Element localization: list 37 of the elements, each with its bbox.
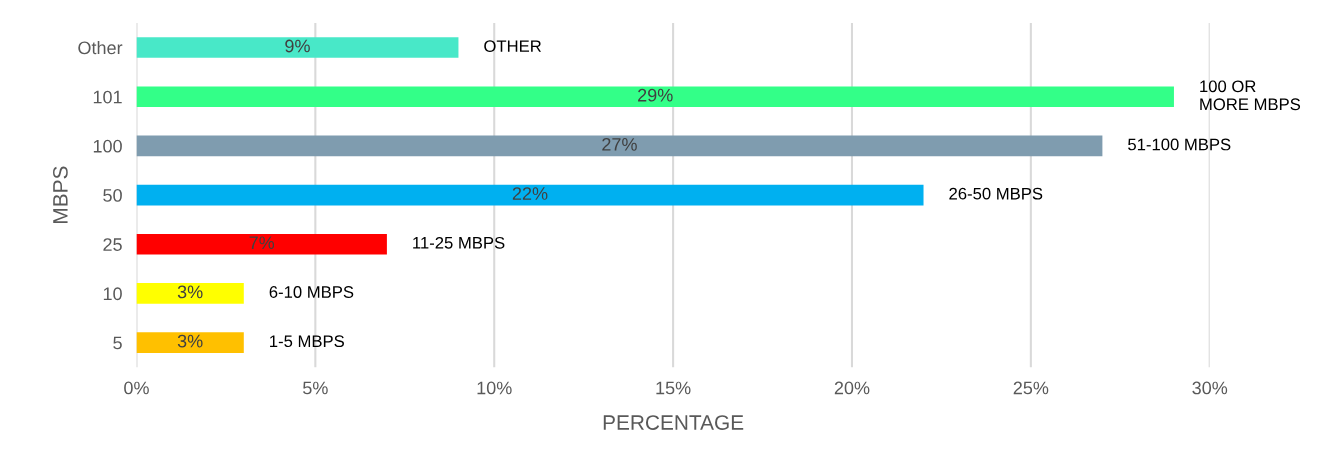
bar (136, 86, 1174, 108)
x-tick-label: 10% (477, 381, 512, 395)
x-tick-label: 20% (834, 381, 870, 395)
annotation: 100 OR MORE MBPS (1200, 80, 1301, 111)
x-tick-label: 30% (1192, 381, 1228, 395)
y-tick-label: Other (78, 41, 123, 55)
y-tick-label: 5 (113, 336, 122, 350)
annotation: 6-10 MBPS (269, 286, 354, 298)
annotation: 11-25 MBPS (413, 236, 505, 249)
data-label: 3% (177, 334, 203, 348)
data-label: 29% (638, 88, 673, 102)
bar (136, 135, 1103, 157)
y-tick-label: 101 (93, 90, 122, 104)
bar (136, 332, 244, 353)
data-label: 9% (285, 39, 310, 53)
data-label: 3% (177, 285, 203, 299)
x-axis-title: PERCENTAGE (603, 415, 744, 430)
y-axis-title: MBPS (53, 166, 68, 223)
y-tick-label: 25 (103, 238, 122, 251)
x-tick-label: 15% (656, 381, 691, 395)
annotation: 1-5 MBPS (270, 335, 344, 348)
annotation: 26-50 MBPS (949, 187, 1043, 200)
data-label: 22% (512, 187, 548, 200)
annotation: 51-100 MBPS (1128, 138, 1231, 151)
data-label: 27% (602, 137, 637, 151)
annotation: OTHER (484, 40, 542, 53)
x-tick-label: 25% (1013, 381, 1049, 395)
x-tick-label: 0% (124, 381, 149, 395)
y-tick-label: 100 (93, 139, 122, 153)
bar (136, 184, 924, 206)
data-label: 7% (249, 236, 275, 250)
y-tick-label: 10 (103, 287, 122, 301)
bar (136, 233, 387, 255)
y-tick-label: 50 (103, 189, 122, 202)
x-tick-label: 5% (303, 381, 328, 395)
bar (136, 283, 244, 304)
bar (136, 37, 459, 58)
